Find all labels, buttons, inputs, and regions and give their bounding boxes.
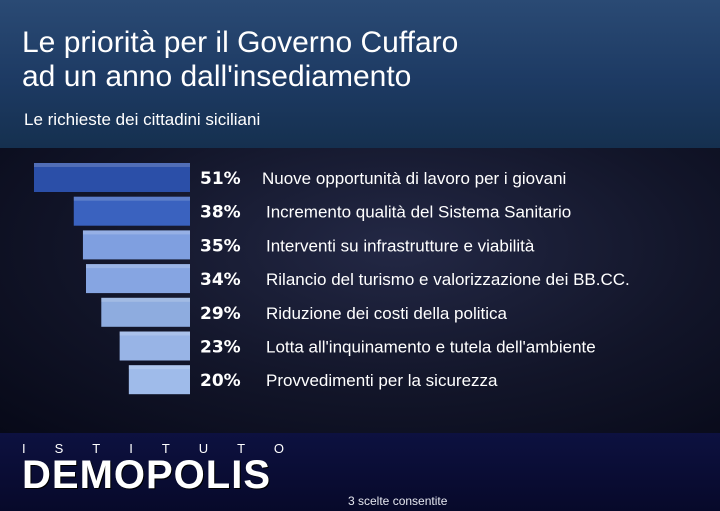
category-label-3: Interventi su infrastrutture e viabilità [266, 236, 535, 255]
value-label-1: 51% [200, 169, 241, 189]
category-label-2: Incremento qualità del Sistema Sanitario [266, 203, 571, 222]
value-label-5: 29% [200, 304, 241, 324]
bar-highlight-1 [34, 163, 190, 167]
bar-1 [34, 163, 190, 192]
chart-subtitle: Le richieste dei cittadini siciliani [24, 110, 261, 129]
bar-3 [82, 230, 190, 260]
bar-6 [119, 331, 190, 361]
value-label-7: 20% [200, 371, 241, 391]
bar-chart: 51% Nuove opportunità di lavoro per i gio… [34, 163, 630, 395]
category-label-5: Riduzione dei costi della politica [266, 304, 508, 323]
value-label-2: 38% [200, 203, 241, 223]
bar-highlight-3 [82, 230, 190, 235]
bar-highlight-7 [128, 365, 190, 370]
category-label-1: Nuove opportunità di lavoro per i giovan… [262, 169, 566, 188]
value-label-3: 35% [200, 236, 241, 256]
logo-demopolis-text: DEMOPOLIS [22, 453, 272, 497]
logo-istituto-text: ISTITUTO [22, 441, 313, 456]
category-label-6: Lotta all'inquinamento e tutela dell'amb… [266, 338, 596, 357]
chart-title: Le priorità per il Governo Cuffaro ad un… [22, 26, 702, 94]
category-label-4: Rilancio del turismo e valorizzazione de… [266, 270, 630, 289]
footer-band [0, 433, 720, 511]
bar-highlight-4 [86, 264, 190, 269]
footnote: 3 scelte consentite [348, 494, 448, 508]
title-line-2: ad un anno dall'insediamento [22, 60, 412, 93]
bar-7 [128, 365, 190, 395]
bar-highlight-6 [119, 331, 190, 336]
category-label-7: Provvedimenti per la sicurezza [266, 371, 498, 390]
header-banner: Le priorità per il Governo Cuffaro ad un… [0, 0, 720, 148]
demopolis-logo: ISTITUTO DEMOPOLIS [22, 441, 314, 501]
bar-highlight-5 [101, 297, 190, 302]
value-label-6: 23% [200, 338, 241, 358]
bar-highlight-2 [73, 196, 190, 201]
title-line-1: Le priorità per il Governo Cuffaro [22, 26, 459, 59]
bar-4 [86, 264, 190, 294]
chart-area: 51% Nuove opportunità di lavoro per i gio… [0, 148, 720, 433]
bar-5 [101, 297, 190, 327]
bar-2 [73, 196, 190, 226]
value-label-4: 34% [200, 270, 241, 290]
